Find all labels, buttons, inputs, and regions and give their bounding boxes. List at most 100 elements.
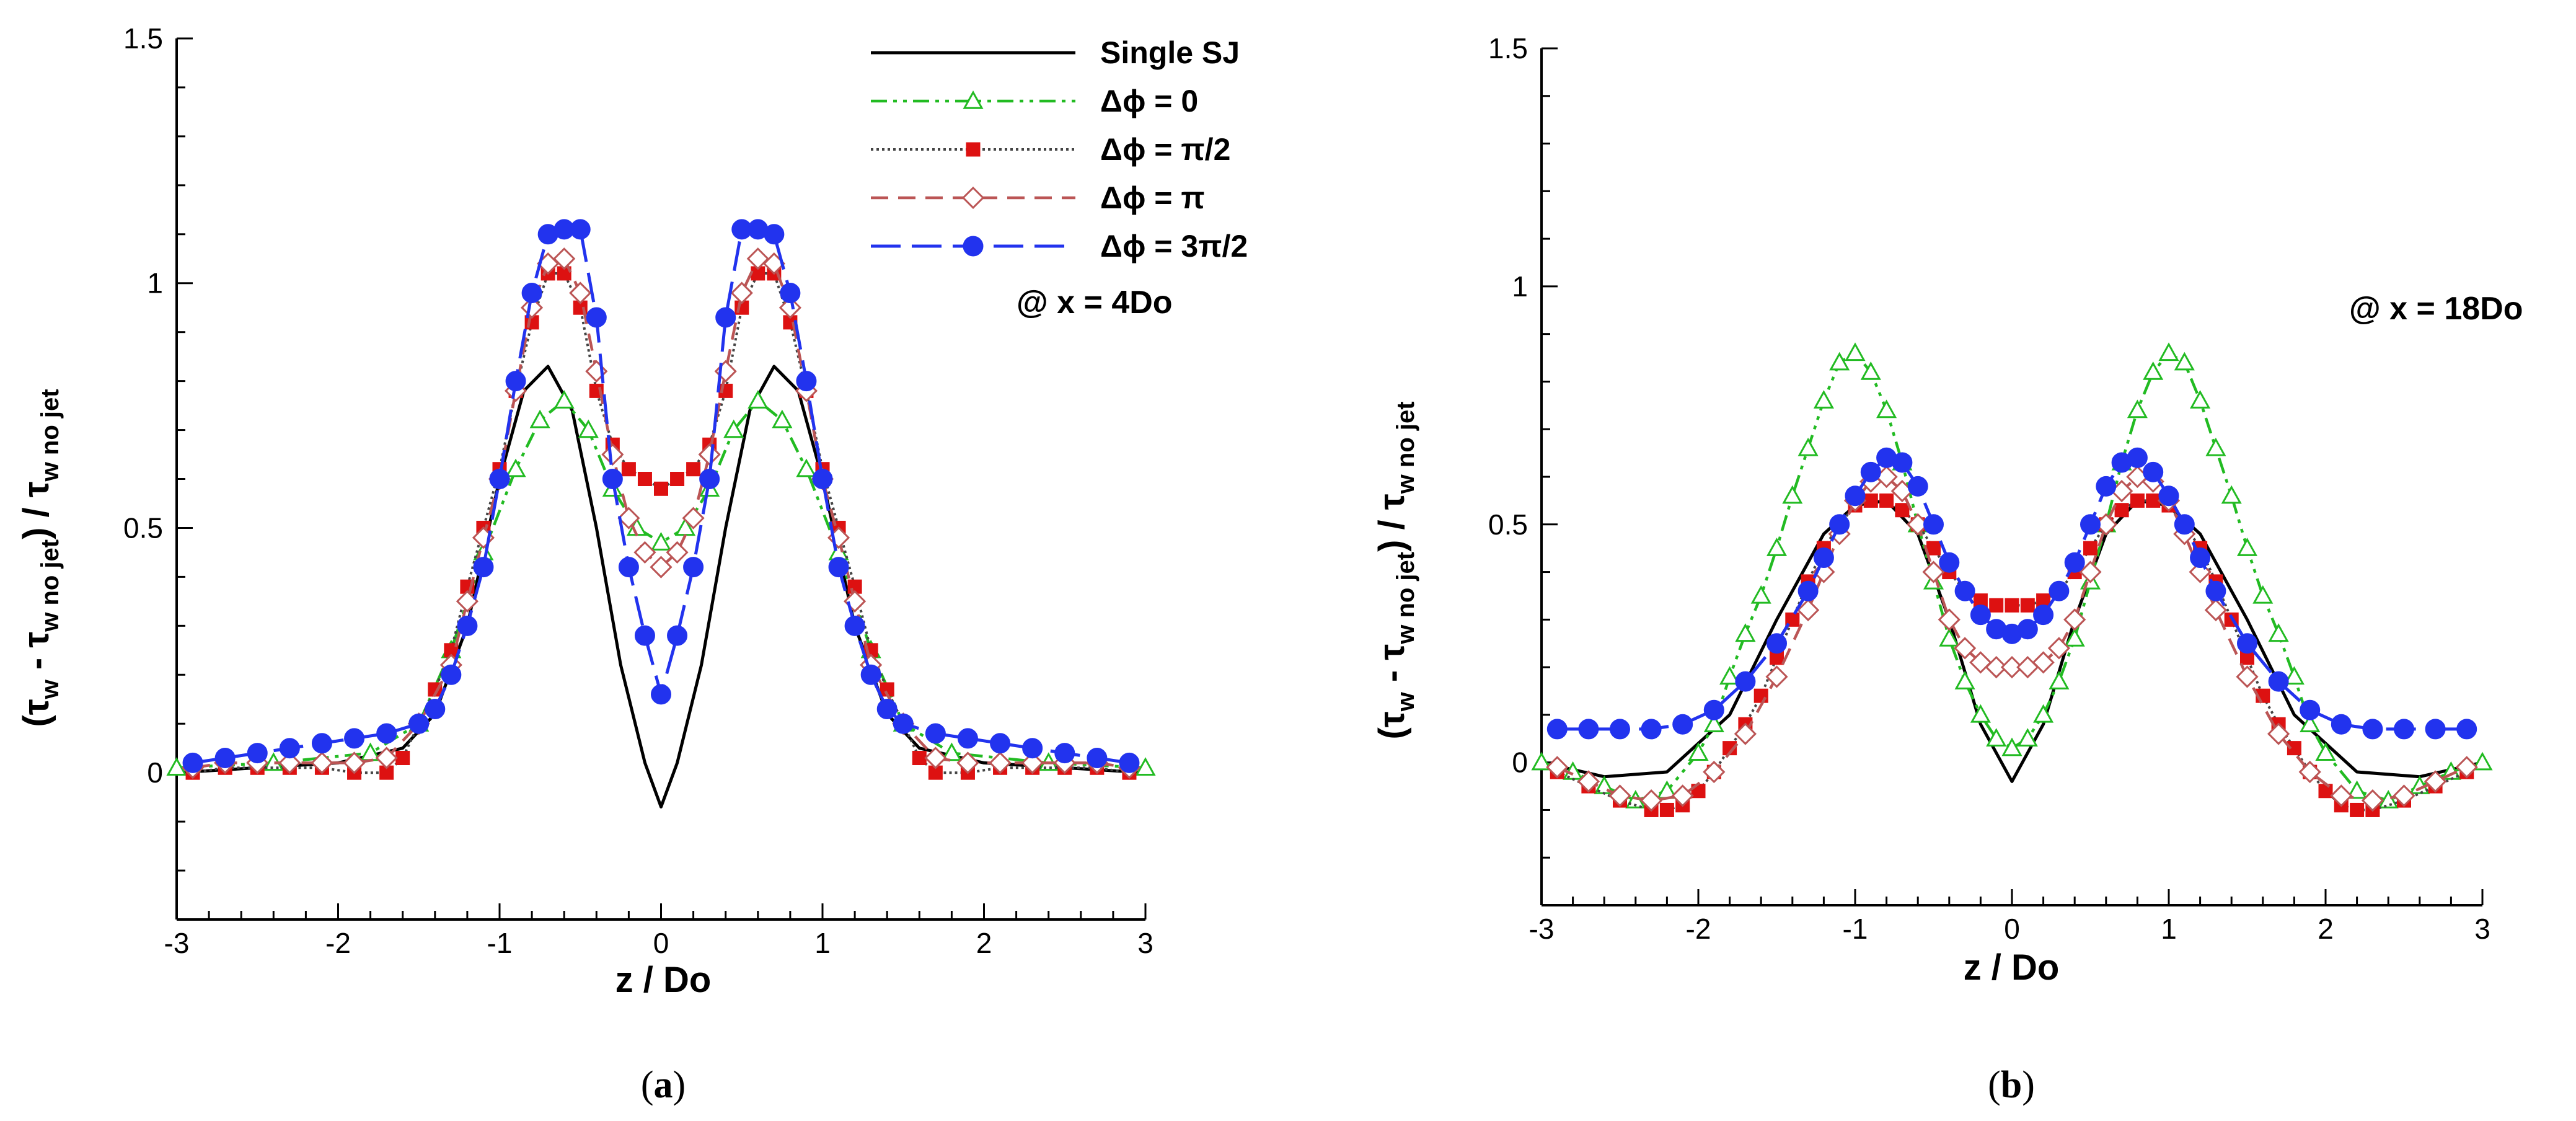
chart-a-point-p270 bbox=[844, 615, 865, 636]
chart-a-x-tick-label: 0 bbox=[653, 927, 669, 959]
legend-label-single: Single SJ bbox=[1100, 35, 1240, 70]
legend-entry-single: Single SJ bbox=[871, 35, 1240, 70]
chart-a-point-p270 bbox=[957, 728, 978, 749]
legend-label-p0: Δϕ = 0 bbox=[1100, 84, 1198, 118]
chart-a-point-p180 bbox=[569, 281, 592, 304]
chart-a-ylabel-part3: ) / τ bbox=[16, 481, 56, 539]
chart-a-point-p270 bbox=[796, 371, 817, 392]
chart-a-plot-area: -3 -2 -1 0 1 2 3 0 0.5 1 1.5 bbox=[123, 22, 1156, 959]
chart-a-ylabel-sub3: w no jet bbox=[37, 389, 64, 482]
chart-a-point-p90 bbox=[637, 472, 652, 486]
chart-b-point-p270 bbox=[1907, 476, 1928, 497]
chart-a-y-tick-label: 1 bbox=[147, 267, 163, 299]
chart-b-point-p0 bbox=[2033, 704, 2054, 723]
chart-b-point-p0 bbox=[2158, 342, 2179, 361]
chart-b-ylabel-sub2: w no jet bbox=[1392, 552, 1419, 645]
chart-b-point-p0 bbox=[2252, 585, 2274, 604]
chart-b-x-tick-label: -1 bbox=[1843, 913, 1868, 945]
chart-b-series-p270 bbox=[1546, 447, 2477, 740]
chart-b-point-p270 bbox=[2300, 699, 2321, 720]
chart-b-point-p90 bbox=[1989, 598, 2004, 613]
chart-b-point-p270 bbox=[1578, 719, 1599, 740]
chart-a-point-p0 bbox=[723, 419, 744, 438]
chart-b-point-p180 bbox=[1765, 665, 1788, 688]
chart-b-point-p270 bbox=[2096, 476, 2117, 497]
chart-a-annotation: @ x = 4Do bbox=[1017, 285, 1173, 321]
chart-b-point-p270 bbox=[1672, 714, 1693, 735]
chart-a-point-p270 bbox=[893, 713, 914, 734]
chart-a-ylabel-sub1: w bbox=[37, 679, 64, 699]
chart-b-point-p180 bbox=[2079, 560, 2102, 583]
chart-b-point-p180 bbox=[2236, 665, 2259, 688]
chart-b-point-p270 bbox=[1860, 461, 1881, 482]
chart-b-point-p0 bbox=[1735, 623, 1756, 642]
chart-a-point-p180 bbox=[343, 751, 366, 774]
chart-b-point-p270 bbox=[1892, 452, 1913, 473]
chart-a-point-p270 bbox=[876, 699, 898, 720]
chart-a-point-p180 bbox=[779, 296, 802, 319]
chart-a-point-p0 bbox=[650, 532, 672, 551]
chart-b-point-p270 bbox=[2268, 671, 2289, 692]
chart-b-point-p0 bbox=[2347, 780, 2368, 799]
chart-a-point-p270 bbox=[425, 699, 446, 720]
chart-a-line-p270 bbox=[192, 228, 1130, 764]
chart-b-point-p180 bbox=[2361, 789, 2384, 812]
chart-b-point-p180 bbox=[1953, 637, 1977, 660]
chart-a-point-p180 bbox=[553, 247, 576, 270]
chart-a-point-p0 bbox=[941, 742, 962, 761]
chart-b-point-p270 bbox=[2143, 461, 2164, 482]
chart-b-ylabel-sub1: w bbox=[1392, 691, 1419, 712]
legend-entry-p0: Δϕ = 0 bbox=[871, 84, 1198, 118]
chart-b-point-p270 bbox=[1939, 552, 1960, 573]
chart-b-ylabel-part3: ) / τ bbox=[1372, 494, 1412, 552]
chart-a-point-p270 bbox=[457, 615, 478, 636]
chart-a-x-tick-label: 1 bbox=[814, 927, 831, 959]
legend-marker-p0 bbox=[963, 90, 984, 109]
chart-b-point-p180 bbox=[2393, 784, 2415, 807]
chart-b-caption: (b) bbox=[1988, 1064, 2035, 1106]
chart-a-x-axis-title: z / Do bbox=[615, 960, 712, 1000]
chart-b-x-axis-title: z / Do bbox=[1964, 947, 2060, 988]
chart-b-point-p270 bbox=[1767, 633, 1787, 654]
chart-b-point-p270 bbox=[1735, 671, 1756, 692]
chart-a-point-p90 bbox=[670, 472, 685, 486]
chart-b-point-p90 bbox=[2020, 598, 2035, 613]
chart-b-x-tick-label: 3 bbox=[2474, 913, 2490, 945]
chart-b-ylabel-part1: (τ bbox=[1372, 711, 1412, 739]
chart-b-point-p0 bbox=[2190, 390, 2211, 409]
chart-a-point-p270 bbox=[925, 723, 946, 744]
chart-b-x-tick-label: -2 bbox=[1686, 913, 1711, 945]
chart-b-point-p0 bbox=[2236, 538, 2258, 556]
chart-b-point-p270 bbox=[2331, 714, 2352, 735]
chart-b-point-p180 bbox=[1608, 784, 1631, 807]
chart-a-point-p270 bbox=[828, 557, 849, 578]
legend-marker-p270 bbox=[963, 236, 984, 257]
chart-a-point-p270 bbox=[812, 469, 833, 489]
chart-a-point-p180 bbox=[617, 507, 640, 529]
chart-b-y-tick-label: 0 bbox=[1512, 747, 1528, 779]
chart-b-series-p180 bbox=[1546, 465, 2478, 812]
chart-b-point-p180 bbox=[1985, 655, 2008, 679]
chart-b-point-p270 bbox=[1641, 719, 1662, 740]
chart-a-x-tick-label: -3 bbox=[164, 927, 190, 959]
chart-b-point-p270 bbox=[1923, 514, 1944, 535]
chart-b-line-single bbox=[1541, 498, 2483, 783]
chart-b-point-p0 bbox=[1531, 751, 1552, 771]
chart-b-point-p270 bbox=[2237, 633, 2257, 654]
chart-b-point-p180 bbox=[1922, 560, 1945, 583]
chart-b-point-p270 bbox=[2394, 719, 2414, 740]
chart-b-point-p90 bbox=[1785, 612, 1800, 627]
chart-b-point-p270 bbox=[2017, 619, 2038, 640]
chart-b-point-p180 bbox=[1671, 784, 1694, 807]
chart-a-point-p270 bbox=[602, 469, 623, 489]
chart-a-point-p180 bbox=[311, 751, 333, 774]
chart-b-point-p90 bbox=[1753, 688, 1768, 703]
chart-a-caption: (a) bbox=[641, 1064, 686, 1106]
chart-a-point-p270 bbox=[505, 371, 526, 392]
chart-b-point-p270 bbox=[2362, 719, 2383, 740]
chart-b-point-p90 bbox=[2083, 541, 2097, 556]
chart-b-point-p90 bbox=[1879, 493, 1894, 508]
chart-b-annotation: @ x = 18Do bbox=[2349, 291, 2523, 327]
chart-b-point-p180 bbox=[2047, 637, 2071, 660]
chart-a-point-p90 bbox=[621, 462, 636, 477]
